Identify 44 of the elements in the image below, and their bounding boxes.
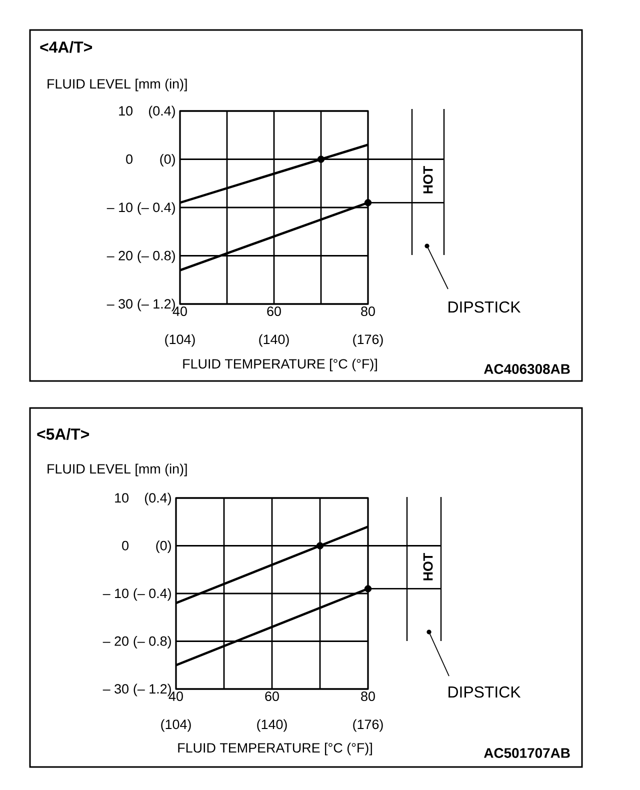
x-tick-label: 80 xyxy=(361,306,375,316)
x2-tick-label: (176) xyxy=(353,719,383,732)
x-tick-label: 80 xyxy=(361,692,375,702)
y-tick-label: – 20 xyxy=(106,250,132,260)
y2-tick-label: (– 1.2) xyxy=(138,298,175,312)
text: AC406308AB xyxy=(484,364,570,374)
y-tick-label: – 10 xyxy=(106,202,132,212)
x-axis-title: FLUID TEMPERATURE [°C (°F)] xyxy=(183,358,377,372)
x2-tick-label: (104) xyxy=(165,334,195,347)
x-tick-label: 40 xyxy=(172,306,187,316)
text: DIPSTICK xyxy=(448,301,521,313)
y2-tick-label: (0) xyxy=(156,540,171,554)
y2-tick-label: (– 0.4) xyxy=(138,202,175,215)
text: HOT xyxy=(423,166,433,194)
y2-tick-label: (– 0.4) xyxy=(134,588,171,601)
y-tick-label: – 30 xyxy=(102,684,128,694)
y-tick-label: – 30 xyxy=(106,299,132,309)
y-tick-label: 0 xyxy=(126,154,133,164)
y2-tick-label: (0) xyxy=(160,154,175,167)
text: DIPSTICK xyxy=(448,686,521,698)
text: AC501707AB xyxy=(484,748,570,758)
x-tick-label: 60 xyxy=(265,692,279,702)
x2-tick-label: (104) xyxy=(161,719,191,732)
text: HOT xyxy=(423,552,433,580)
chart-title: <4A/T> xyxy=(40,41,92,53)
y-tick-label: – 10 xyxy=(102,588,128,598)
y2-tick-label: (0.4) xyxy=(148,106,175,118)
y-tick-label: 0 xyxy=(122,540,129,550)
y-tick-label: 10 xyxy=(115,493,128,503)
y2-tick-label: (0.4) xyxy=(144,492,171,506)
x2-tick-label: (140) xyxy=(259,334,289,347)
y2-tick-label: (– 0.8) xyxy=(138,250,175,264)
y-axis-title: FLUID LEVEL [mm (in)] xyxy=(48,464,187,476)
y-tick-label: 10 xyxy=(119,106,132,116)
x-axis-title: FLUID TEMPERATURE [°C (°F)] xyxy=(178,742,372,756)
y2-tick-label: (– 0.8) xyxy=(134,636,171,649)
y2-tick-label: (– 1.2) xyxy=(134,684,171,696)
y-axis-title: FLUID LEVEL [mm (in)] xyxy=(48,78,187,92)
x2-tick-label: (176) xyxy=(353,334,383,347)
chart-title: <5A/T> xyxy=(37,428,90,440)
x-tick-label: 60 xyxy=(267,306,281,316)
x2-tick-label: (140) xyxy=(257,719,287,732)
x-tick-label: 40 xyxy=(168,692,183,702)
y-tick-label: – 20 xyxy=(102,636,128,646)
